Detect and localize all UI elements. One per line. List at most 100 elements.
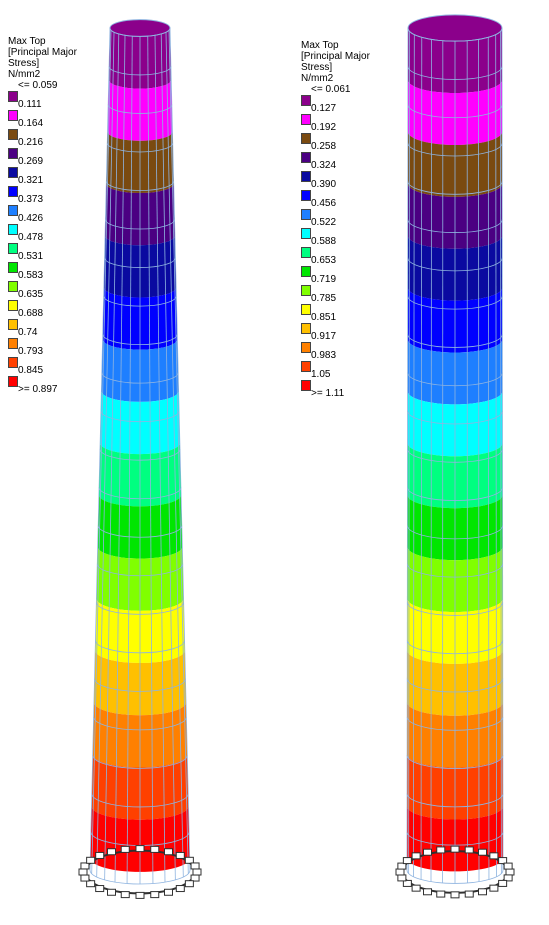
mesh-ring (109, 27, 171, 37)
tower-left (78, 19, 202, 899)
support-node (192, 868, 202, 876)
legend-swatch (301, 266, 311, 277)
legend-label: 1.05 (311, 369, 331, 380)
legend-title-line: Max Top (8, 36, 46, 47)
legend-entry: 0.653 (301, 255, 370, 277)
legend-entry: 0.793 (8, 346, 77, 368)
legend-label: 0.164 (18, 118, 44, 129)
legend-entry: 0.588 (301, 236, 370, 258)
legend-label: 0.917 (311, 331, 337, 342)
support-node (86, 856, 96, 864)
legend-swatch (8, 224, 18, 235)
legend-swatch (301, 228, 311, 239)
legend-swatch (8, 300, 18, 311)
legend-label: 0.635 (18, 289, 44, 300)
legend-label: 0.531 (18, 251, 44, 262)
legend-entry: 0.785 (301, 293, 370, 315)
legend-label: 0.324 (311, 160, 337, 171)
support-node (190, 862, 200, 870)
support-node (150, 891, 160, 899)
legend-rows: <= 0.059 0.111 0.164 0.216 0.269 0.321 0.373 0.… (8, 80, 77, 403)
legend-entry: 0.269 (8, 156, 77, 178)
stress-legend-left: Max Top [Principal Major Stress] N/mm2 <… (8, 36, 77, 403)
legend-label: 0.785 (311, 293, 337, 304)
mesh-line (104, 33, 120, 880)
legend-swatch (8, 243, 18, 254)
legend-title-line: Max Top (301, 40, 339, 51)
support-node (107, 848, 116, 856)
legend-swatch (301, 380, 311, 391)
stress-legend-right: Max Top [Principal Major Stress] N/mm2 <… (301, 40, 370, 407)
support-node (503, 862, 513, 870)
support-node (135, 891, 145, 899)
support-node (411, 884, 421, 892)
legend-swatch (301, 247, 311, 258)
mesh-line (168, 30, 189, 874)
support-node (95, 851, 105, 859)
mesh-line (160, 33, 176, 880)
legend-label: 0.522 (311, 217, 337, 228)
legend-swatch (301, 190, 311, 201)
legend-label: 0.478 (18, 232, 44, 243)
support-node (80, 862, 90, 870)
mesh-line (406, 27, 409, 871)
legend-swatch (301, 95, 311, 106)
legend-entry: 0.845 (8, 365, 77, 387)
legend-entry: 0.531 (8, 251, 77, 273)
legend-swatch (301, 361, 311, 372)
legend-label: 0.653 (311, 255, 337, 266)
legend-swatch (301, 152, 311, 163)
legend-label: >= 0.897 (18, 384, 58, 395)
legend-entry: 0.719 (301, 274, 370, 296)
support-node (107, 888, 116, 896)
support-node (95, 885, 105, 893)
legend-label: 0.588 (311, 236, 337, 247)
legend-label: 0.74 (18, 327, 38, 338)
legend-entry: 1.05 (301, 369, 370, 391)
legend-entry: 0.373 (8, 194, 77, 216)
legend-label: 0.426 (18, 213, 44, 224)
support-node (423, 848, 432, 856)
legend-unit: N/mm2 (301, 73, 334, 84)
legend-entry: <= 0.061 (301, 84, 370, 106)
legend-title-line: [Principal Major (8, 47, 77, 58)
mesh-line (487, 37, 490, 880)
legend-label: 0.719 (311, 274, 337, 285)
support-node (78, 868, 88, 876)
legend-swatch (8, 91, 18, 102)
legend-title-line: [Principal Major (301, 51, 370, 62)
legend-entry: 0.917 (301, 331, 370, 353)
support-node (436, 846, 446, 854)
support-node (464, 890, 474, 898)
legend-label: 0.851 (311, 312, 337, 323)
support-node (175, 851, 185, 859)
legend-swatch (8, 167, 18, 178)
support-node (175, 885, 185, 893)
legend-swatch (8, 281, 18, 292)
legend-swatch (301, 171, 311, 182)
support-node (135, 845, 145, 853)
support-node (397, 874, 407, 882)
mesh-line (165, 32, 184, 878)
tower-right (395, 14, 515, 899)
legend-swatch (8, 338, 18, 349)
legend-entry: 0.324 (301, 160, 370, 182)
legend-entry: 0.127 (301, 103, 370, 125)
legend-swatch (8, 262, 18, 273)
legend-entry: <= 0.059 (8, 80, 77, 102)
mesh-line (408, 31, 411, 874)
legend-unit: N/mm2 (8, 69, 41, 80)
support-node (498, 879, 508, 887)
legend-entry: 0.216 (8, 137, 77, 159)
mesh-line (430, 39, 432, 882)
legend-rows: <= 0.061 0.127 0.192 0.258 0.324 0.390 0.456 0.… (301, 84, 370, 407)
legend-swatch (301, 114, 311, 125)
support-node (450, 845, 460, 853)
legend-entry: 0.688 (8, 308, 77, 330)
support-node (164, 888, 173, 896)
legend-entry: 0.983 (301, 350, 370, 372)
legend-swatch (8, 186, 18, 197)
mesh-line (478, 39, 480, 882)
legend-swatch (8, 319, 18, 330)
legend-label: 0.456 (311, 198, 337, 209)
